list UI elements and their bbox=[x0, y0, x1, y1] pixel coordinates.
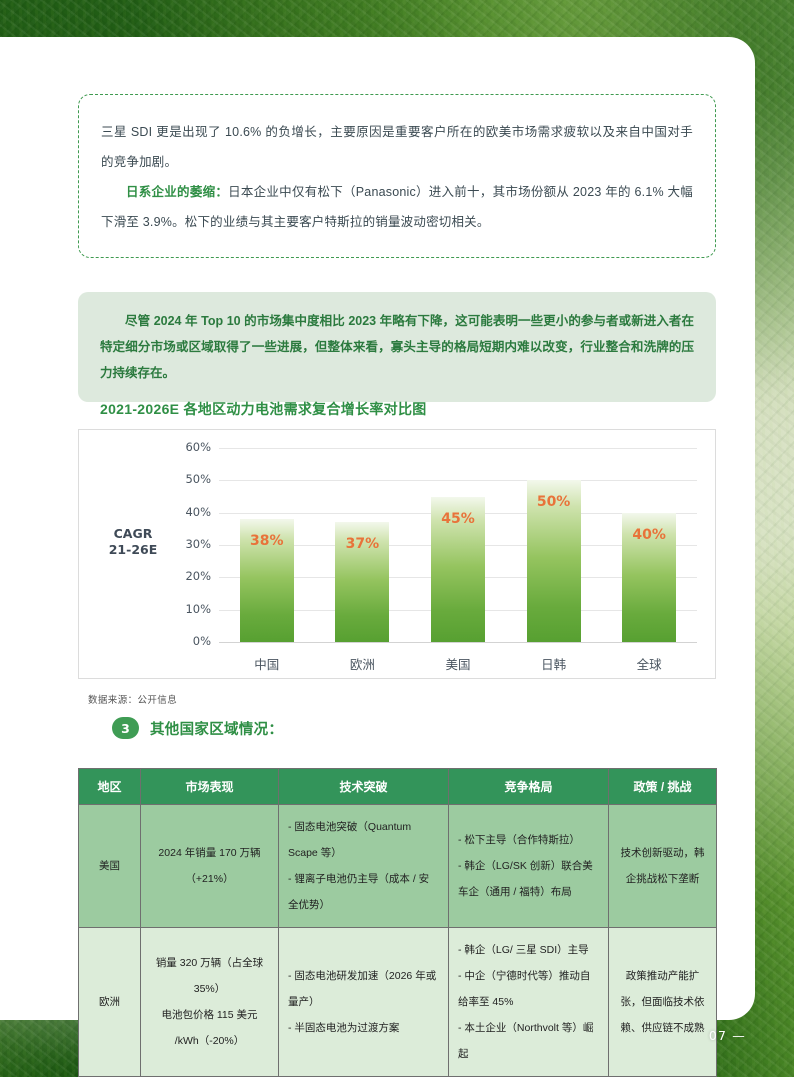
chart-bar bbox=[239, 519, 294, 642]
table-header-region: 地区 bbox=[78, 768, 141, 805]
chart-bar bbox=[431, 496, 485, 642]
table-cell-line: 销量 320 万辆（占全球 35%） bbox=[155, 957, 264, 995]
chart-bar bbox=[526, 480, 581, 642]
chart-x-tick-label: 全球 bbox=[636, 658, 662, 672]
table-row: 欧洲 销量 320 万辆（占全球 35%） 电池包价格 115 美元 /kWh（-2… bbox=[78, 927, 717, 1077]
table-cell-line: - 本土企业（Northvolt 等）崛起 bbox=[458, 1022, 594, 1060]
callout-box: 尽管 2024 年 Top 10 的市场集中度相比 2023 年略有下降，这可能… bbox=[78, 292, 716, 402]
chart-bar-value-label: 45% bbox=[441, 510, 475, 527]
table-cell-policy: 政策推动产能扩张，但面临技术依赖、供应链不成熟 bbox=[608, 927, 717, 1077]
regions-table: 地区 市场表现 技术突破 竞争格局 政策 / 挑战 美国 2024 年销量 170… bbox=[78, 768, 717, 1077]
content-card: 三星 SDI 更是出现了 10.6% 的负增长，主要原因是重要客户所在的欧美市场… bbox=[0, 37, 755, 1077]
table-header-row: 地区 市场表现 技术突破 竞争格局 政策 / 挑战 bbox=[78, 768, 717, 805]
chart-y-tick-label: 60% bbox=[185, 440, 211, 454]
chart-bar-value-label: 38% bbox=[250, 533, 284, 550]
table-cell-line: 欧洲 bbox=[99, 996, 120, 1008]
table-cell-line: - 韩企（LG/ 三星 SDI）主导 bbox=[458, 944, 589, 956]
table-header-competition: 竞争格局 bbox=[448, 768, 609, 805]
table-header-policy: 政策 / 挑战 bbox=[608, 768, 717, 805]
quote-highlight-rest: 日本企业中仅有松下（Panasonic）进入前十，其市场份额从 2023 年的 … bbox=[101, 185, 694, 229]
chart-bar bbox=[335, 522, 390, 642]
table-cell-line: - 锂离子电池仍主导（成本 / 安全优势） bbox=[288, 873, 430, 911]
chart-y-axis-label-line-1: CAGR bbox=[113, 526, 153, 541]
heading-number-badge: 3 bbox=[112, 717, 139, 739]
chart-x-tick-label: 美国 bbox=[445, 658, 471, 672]
table-cell-line: 政策推动产能扩张，但面临技术依赖、供应链不成熟 bbox=[620, 970, 705, 1034]
table-header-tech: 技术突破 bbox=[278, 768, 449, 805]
chart-bar bbox=[622, 512, 677, 642]
chart-axis-baseline bbox=[219, 642, 697, 643]
table-cell-line: - 半固态电池为过渡方案 bbox=[288, 1022, 400, 1034]
chart-title: 2021-2026E 各地区动力电池需求复合增长率对比图 bbox=[100, 401, 427, 417]
chart-y-tick-label: 30% bbox=[185, 537, 211, 551]
chart-x-tick-label: 日韩 bbox=[541, 658, 567, 672]
callout-text: 尽管 2024 年 Top 10 的市场集中度相比 2023 年略有下降，这可能… bbox=[100, 314, 694, 380]
chart-x-tick-label: 中国 bbox=[254, 658, 280, 672]
table-cell-line: - 固态电池研发加速（2026 年或量产） bbox=[288, 970, 437, 1008]
table-cell-line: - 松下主导（合作特斯拉） bbox=[458, 834, 580, 846]
table-cell-competition: - 松下主导（合作特斯拉） - 韩企（LG/SK 创新）联合美车企（通用 / 福特… bbox=[448, 804, 609, 928]
chart-y-tick-label: 20% bbox=[185, 569, 211, 584]
quote-highlight-term: 日系企业的萎缩： bbox=[126, 185, 229, 199]
chart-bar-value-label: 50% bbox=[536, 494, 571, 511]
chart-y-tick-label: 50% bbox=[185, 472, 211, 487]
table-cell-tech: - 固态电池研发加速（2026 年或量产） - 半固态电池为过渡方案 bbox=[278, 927, 449, 1077]
table-cell-policy: 技术创新驱动，韩企挑战松下垄断 bbox=[608, 804, 717, 928]
chart-y-tick-label: 40% bbox=[185, 504, 211, 519]
chart-bar-value-label: 40% bbox=[632, 526, 666, 543]
chart-bar-value-label: 37% bbox=[345, 536, 380, 553]
page-number: 07 — bbox=[708, 1028, 746, 1043]
table-cell-line: 电池包价格 115 美元 /kWh（-20%） bbox=[161, 1009, 258, 1047]
table-cell-market: 销量 320 万辆（占全球 35%） 电池包价格 115 美元 /kWh（-20%… bbox=[140, 927, 279, 1077]
chart-source-note: 数据来源：公开信息 bbox=[88, 696, 178, 706]
chart-y-axis-label: CAGR 21-26E bbox=[97, 526, 169, 558]
table-cell-competition: - 韩企（LG/ 三星 SDI）主导 - 中企（宁德时代等）推动自给率至 45% -… bbox=[448, 927, 609, 1077]
numbered-heading: 3 其他国家区域情况： bbox=[112, 717, 283, 739]
chart-y-tick-label: 0% bbox=[192, 634, 211, 648]
quote-paragraph-2: 日系企业的萎缩：日本企业中仅有松下（Panasonic）进入前十，其市场份额从 … bbox=[101, 177, 693, 237]
chart-x-tick-label: 欧洲 bbox=[349, 658, 375, 672]
table-row: 美国 2024 年销量 170 万辆（+21%） - 固态电池突破（Quantum … bbox=[78, 804, 717, 928]
chart-plot-area: CAGR 21-26E 0% 10% 20% 30% 40% 50% 60% 38% 中国 37%… bbox=[79, 430, 717, 680]
table-cell-line: 美国 bbox=[99, 860, 120, 872]
quote-paragraph-1: 三星 SDI 更是出现了 10.6% 的负增长，主要原因是重要客户所在的欧美市场… bbox=[101, 125, 693, 169]
table-cell-line: 技术创新驱动，韩企挑战松下垄断 bbox=[620, 847, 705, 885]
table-cell-market: 2024 年销量 170 万辆（+21%） bbox=[140, 804, 279, 928]
table-cell-line: - 中企（宁德时代等）推动自给率至 45% bbox=[458, 970, 591, 1008]
table-header-market: 市场表现 bbox=[140, 768, 279, 805]
table-cell-line: 2024 年销量 170 万辆（+21%） bbox=[158, 847, 261, 885]
heading-title: 其他国家区域情况： bbox=[150, 721, 284, 738]
table-cell-line: - 固态电池突破（Quantum Scape 等） bbox=[288, 821, 412, 859]
chart-y-axis-label-line-2: 21-26E bbox=[108, 542, 158, 557]
chart-gridline bbox=[219, 448, 697, 449]
chart-gridline bbox=[219, 480, 697, 482]
dashed-quote-box: 三星 SDI 更是出现了 10.6% 的负增长，主要原因是重要客户所在的欧美市场… bbox=[78, 94, 716, 258]
chart-y-tick-label: 10% bbox=[185, 601, 211, 616]
table-cell-region: 美国 bbox=[78, 804, 141, 928]
table-cell-region: 欧洲 bbox=[78, 927, 141, 1077]
bar-chart: CAGR 21-26E 0% 10% 20% 30% 40% 50% 60% 38% 中国 37%… bbox=[78, 429, 716, 679]
table-cell-line: - 韩企（LG/SK 创新）联合美车企（通用 / 福特）布局 bbox=[458, 860, 593, 898]
table-cell-tech: - 固态电池突破（Quantum Scape 等） - 锂离子电池仍主导（成本 /… bbox=[278, 804, 449, 928]
table-body: 美国 2024 年销量 170 万辆（+21%） - 固态电池突破（Quantum … bbox=[78, 804, 717, 1077]
